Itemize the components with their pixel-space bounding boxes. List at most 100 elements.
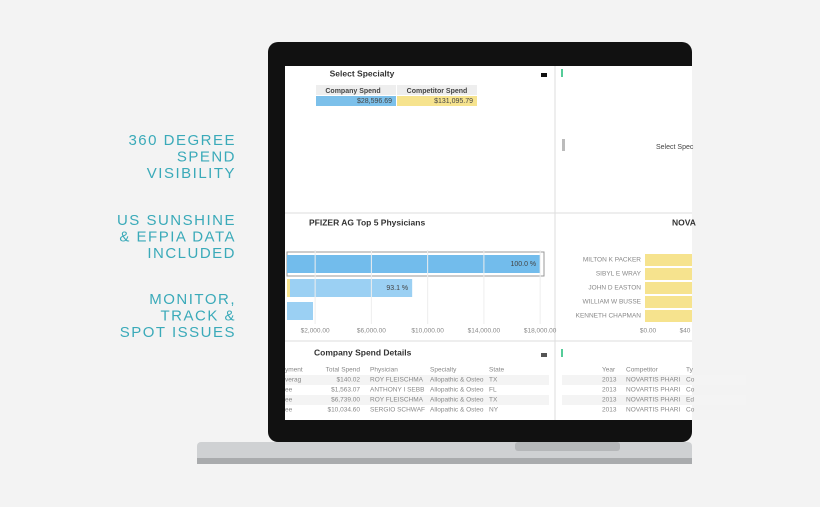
scroll-handle[interactable]: [562, 139, 565, 151]
bar-label: 100.0 %: [510, 261, 536, 268]
cell: 2013: [602, 377, 617, 384]
cell: Allopathic & Osteo: [430, 407, 484, 414]
cell: ANTHONY I SEBB: [370, 387, 424, 394]
screen: [285, 66, 692, 420]
physician-name: MILTON K PACKER: [583, 257, 641, 264]
cell: Co: [686, 407, 695, 414]
header-cell: [316, 85, 396, 95]
panel-borders: [285, 66, 692, 420]
cell: NOVARTIS PHARI: [626, 387, 680, 394]
bar: [290, 279, 413, 297]
column-header[interactable]: Year: [602, 367, 616, 374]
cell: Allopathic & Osteo: [430, 397, 484, 404]
tagline: TRACK &: [160, 307, 236, 324]
bar: [645, 268, 692, 280]
row-stripe: [285, 395, 549, 405]
cell: verag: [285, 377, 302, 384]
panel-title: Company Spend Details: [314, 347, 412, 357]
cell: $140.02: [337, 377, 361, 384]
tagline: 360 DEGREE: [128, 132, 236, 149]
physician-name: WILLIAM W BUSSE: [582, 299, 641, 306]
column-header[interactable]: Ty: [686, 367, 694, 374]
row-stripe: [562, 395, 746, 405]
column-header[interactable]: Competitor Spend: [407, 88, 468, 95]
cell: Allopathic & Osteo: [430, 387, 484, 394]
cell: 2013: [602, 397, 617, 404]
cell: ee: [285, 387, 293, 394]
panel-icon[interactable]: [541, 73, 547, 77]
cell: NOVARTIS PHARI: [626, 397, 680, 404]
tagline: US SUNSHINE: [117, 212, 236, 229]
cell: TX: [489, 377, 498, 384]
tagline: SPOT ISSUES: [120, 324, 236, 341]
cell: $1,563.07: [331, 387, 360, 394]
value-cell: [316, 96, 396, 106]
header-cell: [397, 85, 477, 95]
cell: TX: [489, 397, 498, 404]
tagline: INCLUDED: [147, 245, 236, 262]
x-tick-label: $2,000.00: [301, 328, 330, 335]
physician-name: SIBYL E WRAY: [596, 271, 642, 278]
panel-title: PFIZER AG Top 5 Physicians: [309, 217, 425, 227]
cell: ROY FLEISCHMA: [370, 397, 424, 404]
panel-title: NOVA: [672, 217, 696, 227]
x-tick-label: $14,000.00: [468, 328, 501, 335]
bar: [645, 296, 692, 308]
bar: [287, 255, 541, 273]
tagline: VISIBILITY: [147, 165, 236, 182]
cell: NOVARTIS PHARI: [626, 407, 680, 414]
cell: $10,034.60: [327, 407, 360, 414]
bar: [287, 302, 314, 320]
panel-marker: [561, 349, 563, 357]
cell: ROY FLEISCHMA: [370, 377, 424, 384]
x-tick-label: $10,000.00: [411, 328, 444, 335]
row-stripe: [285, 375, 549, 385]
column-header[interactable]: Competitor: [626, 367, 659, 374]
x-tick-label: $40: [680, 328, 691, 335]
cell: FL: [489, 387, 497, 394]
cell: 2013: [602, 387, 617, 394]
cell: Ed: [686, 397, 694, 404]
column-header[interactable]: Total Spend: [326, 367, 361, 374]
panel-icon[interactable]: [541, 353, 547, 357]
cell: NY: [489, 407, 499, 414]
cell: ee: [285, 397, 293, 404]
cell: $131,095.79: [434, 98, 473, 105]
column-header[interactable]: yment: [285, 367, 303, 374]
tagline: MONITOR,: [149, 291, 236, 308]
row-stripe: [562, 375, 746, 385]
cell: $6,739.00: [331, 397, 360, 404]
panel-title: Select Specialty: [330, 68, 395, 78]
x-tick-label: $0.00: [640, 328, 657, 335]
laptop-notch: [515, 442, 620, 451]
cell: 2013: [602, 407, 617, 414]
bar: [645, 282, 692, 294]
panel-title: Select Spec: [656, 144, 694, 151]
x-tick-label: $18,000.00: [524, 328, 557, 335]
physician-name: KENNETH CHAPMAN: [576, 313, 642, 320]
bar: [645, 310, 692, 322]
competitor-sliver: [287, 279, 290, 297]
tagline: & EFPIA DATA: [119, 228, 236, 245]
panel-marker: [561, 69, 563, 77]
column-header[interactable]: Physician: [370, 367, 398, 374]
cell: Allopathic & Osteo: [430, 377, 484, 384]
cell: NOVARTIS PHARI: [626, 377, 680, 384]
physician-name: JOHN D EASTON: [588, 285, 641, 292]
laptop-base-edge: [197, 458, 692, 464]
cell: SERGIO SCHWAF: [370, 407, 425, 414]
bar-label: 93.1 %: [386, 285, 408, 292]
x-tick-label: $6,000.00: [357, 328, 386, 335]
column-header[interactable]: State: [489, 367, 505, 374]
cell: Co: [686, 387, 695, 394]
cell: ee: [285, 407, 293, 414]
bar: [645, 254, 692, 266]
cell: $28,596.69: [357, 98, 392, 105]
tagline: SPEND: [177, 148, 236, 165]
cell: Co: [686, 377, 695, 384]
value-cell: [397, 96, 477, 106]
column-header[interactable]: Specialty: [430, 367, 457, 374]
column-header[interactable]: Company Spend: [325, 88, 380, 95]
